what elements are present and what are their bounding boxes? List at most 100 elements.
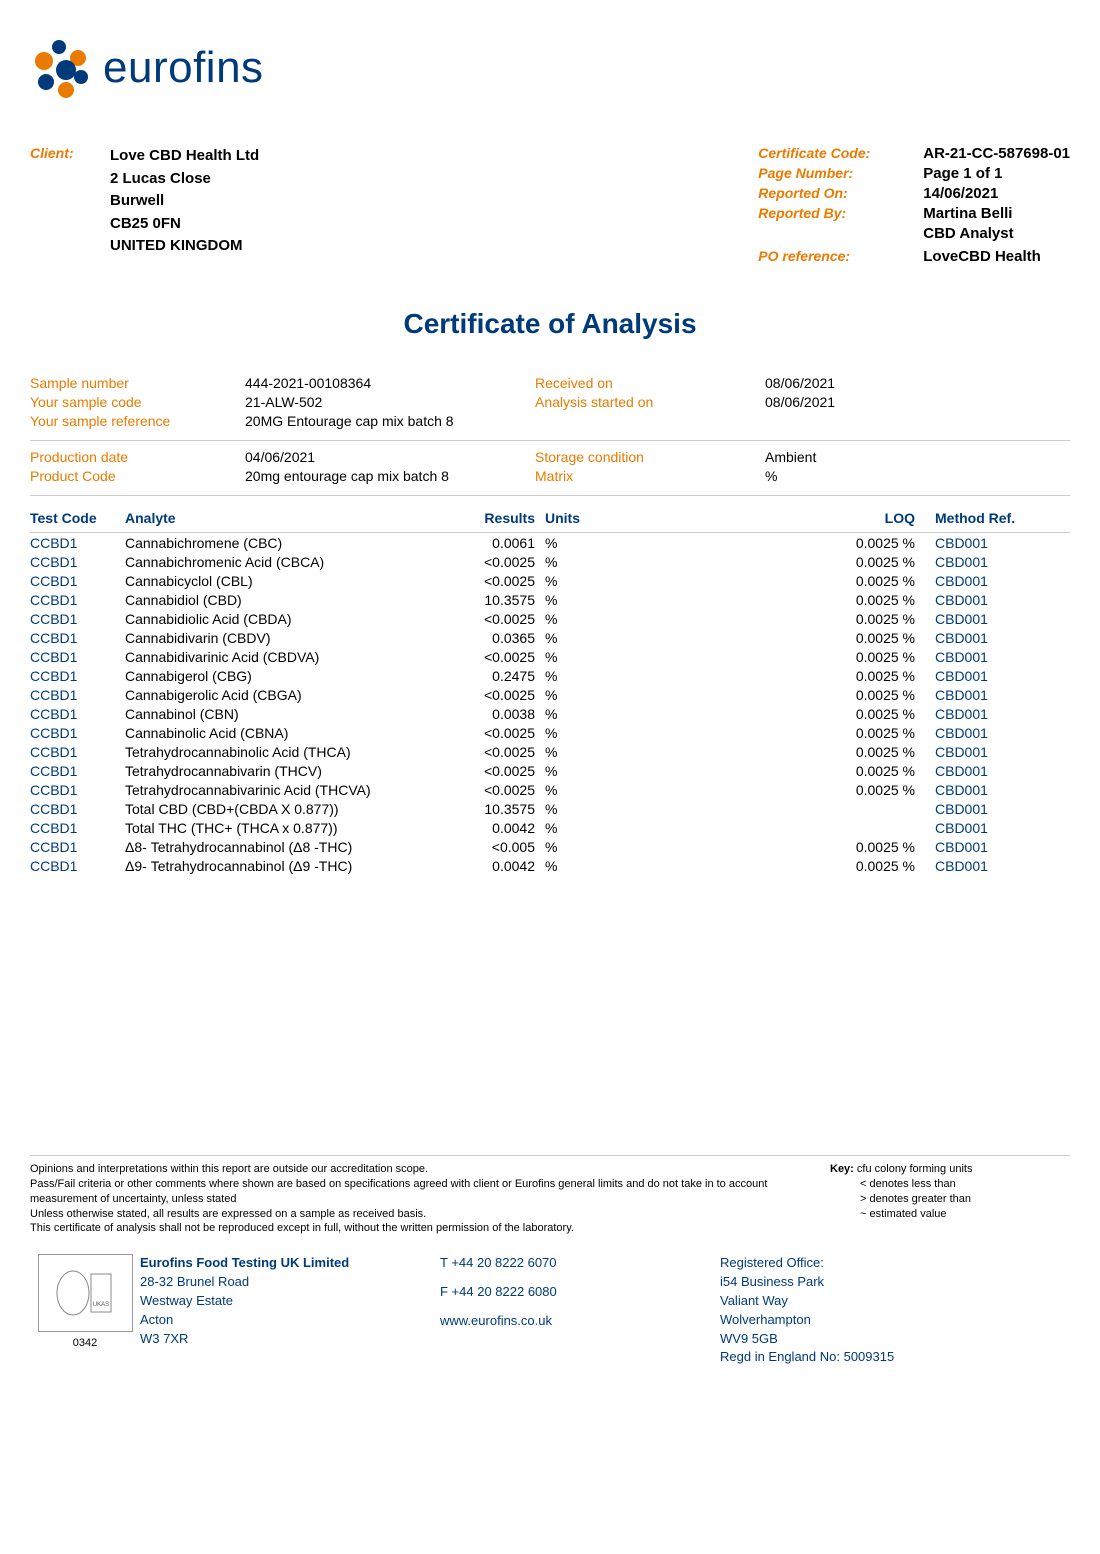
cell-units: % (545, 706, 615, 722)
client-address-line: Burwell (110, 190, 259, 213)
sample-info-row: Sample number 444-2021-00108364 Received… (30, 375, 1070, 391)
cell-analyte: Cannabigerol (CBG) (125, 668, 465, 684)
cell-method: CBD001 (935, 668, 1055, 684)
client-address-line: Love CBD Health Ltd (110, 145, 259, 168)
cell-method: CBD001 (935, 535, 1055, 551)
cell-analyte: Cannabinolic Acid (CBNA) (125, 725, 465, 741)
table-row: CCBD1 Cannabichromene (CBC) 0.0061 % 0.0… (30, 533, 1070, 552)
cell-results: 10.3575 (465, 592, 545, 608)
cell-testcode: CCBD1 (30, 858, 125, 874)
cert-info-label: PO reference: (758, 248, 923, 265)
cert-info-label: Page Number: (758, 165, 923, 182)
reg-office-line: WV9 5GB (720, 1330, 1000, 1349)
cell-results: <0.005 (465, 839, 545, 855)
client-address-line: CB25 0FN (110, 213, 259, 236)
ukas-number: 0342 (30, 1336, 140, 1352)
cell-analyte: Δ9- Tetrahydrocannabinol (Δ9 -THC) (125, 858, 465, 874)
table-row: CCBD1 Cannabidiol (CBD) 10.3575 % 0.0025… (30, 590, 1070, 609)
cell-units: % (545, 801, 615, 817)
cell-units: % (545, 725, 615, 741)
footer-note-line: This certificate of analysis shall not b… (30, 1221, 770, 1236)
company-fax: F +44 20 8222 6080 (440, 1283, 720, 1302)
sample-value: 444-2021-00108364 (245, 375, 535, 391)
logo-text: eurofins (103, 43, 264, 93)
table-row: CCBD1 Cannabigerol (CBG) 0.2475 % 0.0025… (30, 666, 1070, 685)
table-row: CCBD1 Cannabidivarinic Acid (CBDVA) <0.0… (30, 647, 1070, 666)
reg-office-line: Regd in England No: 5009315 (720, 1348, 1000, 1367)
cell-units: % (545, 630, 615, 646)
cell-method: CBD001 (935, 554, 1055, 570)
table-row: CCBD1 Cannabicyclol (CBL) <0.0025 % 0.00… (30, 571, 1070, 590)
sample-label: Analysis started on (535, 394, 765, 410)
cert-info-row: Page Number: Page 1 of 1 (758, 165, 1070, 182)
footer-company-block: UKAS 0342 Eurofins Food Testing UK Limit… (30, 1254, 1070, 1367)
company-name: Eurofins Food Testing UK Limited (140, 1254, 440, 1273)
cell-units: % (545, 687, 615, 703)
reg-office-line: i54 Business Park (720, 1273, 1000, 1292)
cell-results: 0.0042 (465, 858, 545, 874)
registered-office-col: Registered Office: i54 Business ParkVali… (720, 1254, 1000, 1367)
sample-label: Sample number (30, 375, 245, 391)
footer-key-line: > denotes greater than (860, 1192, 1070, 1207)
table-row: CCBD1 Cannabinolic Acid (CBNA) <0.0025 %… (30, 723, 1070, 742)
cell-results: 0.2475 (465, 668, 545, 684)
cell-method: CBD001 (935, 801, 1055, 817)
cell-units: % (545, 611, 615, 627)
svg-text:UKAS: UKAS (93, 1302, 109, 1308)
cell-analyte: Cannabidiolic Acid (CBDA) (125, 611, 465, 627)
col-header-results: Results (465, 510, 545, 526)
company-contact-col: T +44 20 8222 6070 F +44 20 8222 6080 ww… (440, 1254, 720, 1367)
footer-note-line: Pass/Fail criteria or other comments whe… (30, 1177, 770, 1207)
cert-info-value: CBD Analyst (923, 225, 1013, 242)
cell-method: CBD001 (935, 573, 1055, 589)
sample-info-row: Your sample code 21-ALW-502 Analysis sta… (30, 394, 1070, 410)
cell-method: CBD001 (935, 839, 1055, 855)
cell-results: <0.0025 (465, 725, 545, 741)
reg-office-line: Valiant Way (720, 1292, 1000, 1311)
sample-info-row: Production date 04/06/2021 Storage condi… (30, 449, 1070, 465)
sample-info-row: Product Code 20mg entourage cap mix batc… (30, 468, 1070, 484)
cell-loq: 0.0025 % (815, 744, 935, 760)
logo-row: eurofins (30, 40, 1070, 95)
col-header-loq: LOQ (815, 510, 935, 526)
table-row: CCBD1 Cannabigerolic Acid (CBGA) <0.0025… (30, 685, 1070, 704)
cell-testcode: CCBD1 (30, 687, 125, 703)
table-row: CCBD1 Δ8- Tetrahydrocannabinol (Δ8 -THC)… (30, 837, 1070, 856)
eurofins-logo-icon (30, 40, 85, 95)
table-row: CCBD1 Tetrahydrocannabivarinic Acid (THC… (30, 780, 1070, 799)
cell-results: 0.0061 (465, 535, 545, 551)
cert-info-label: Reported By: (758, 205, 923, 222)
sample-label: Received on (535, 375, 765, 391)
sample-label: Storage condition (535, 449, 765, 465)
footer-key-line: ~ estimated value (860, 1207, 1070, 1222)
sample-label: Product Code (30, 468, 245, 484)
sample-value: 08/06/2021 (765, 375, 835, 391)
cert-info-value: 14/06/2021 (923, 185, 998, 202)
cell-loq: 0.0025 % (815, 706, 935, 722)
cell-testcode: CCBD1 (30, 782, 125, 798)
sample-label: Your sample code (30, 394, 245, 410)
footer-key-lines: < denotes less than> denotes greater tha… (830, 1177, 1070, 1222)
cell-units: % (545, 554, 615, 570)
cell-method: CBD001 (935, 858, 1055, 874)
cert-info-value: AR-21-CC-587698-01 (923, 145, 1070, 162)
cell-analyte: Cannabicyclol (CBL) (125, 573, 465, 589)
table-row: CCBD1 Tetrahydrocannabivarin (THCV) <0.0… (30, 761, 1070, 780)
cell-results: 10.3575 (465, 801, 545, 817)
cell-units: % (545, 782, 615, 798)
cert-info-label (758, 225, 923, 242)
cell-method: CBD001 (935, 782, 1055, 798)
cell-testcode: CCBD1 (30, 820, 125, 836)
cell-method: CBD001 (935, 763, 1055, 779)
cell-method: CBD001 (935, 744, 1055, 760)
cell-results: <0.0025 (465, 763, 545, 779)
cell-analyte: Cannabichromene (CBC) (125, 535, 465, 551)
cell-analyte: Tetrahydrocannabinolic Acid (THCA) (125, 744, 465, 760)
cell-testcode: CCBD1 (30, 554, 125, 570)
reg-office-address: i54 Business ParkValiant WayWolverhampto… (720, 1273, 1000, 1367)
cell-loq: 0.0025 % (815, 573, 935, 589)
cell-units: % (545, 858, 615, 874)
cell-testcode: CCBD1 (30, 839, 125, 855)
company-address-line: Westway Estate (140, 1292, 440, 1311)
cell-loq: 0.0025 % (815, 554, 935, 570)
